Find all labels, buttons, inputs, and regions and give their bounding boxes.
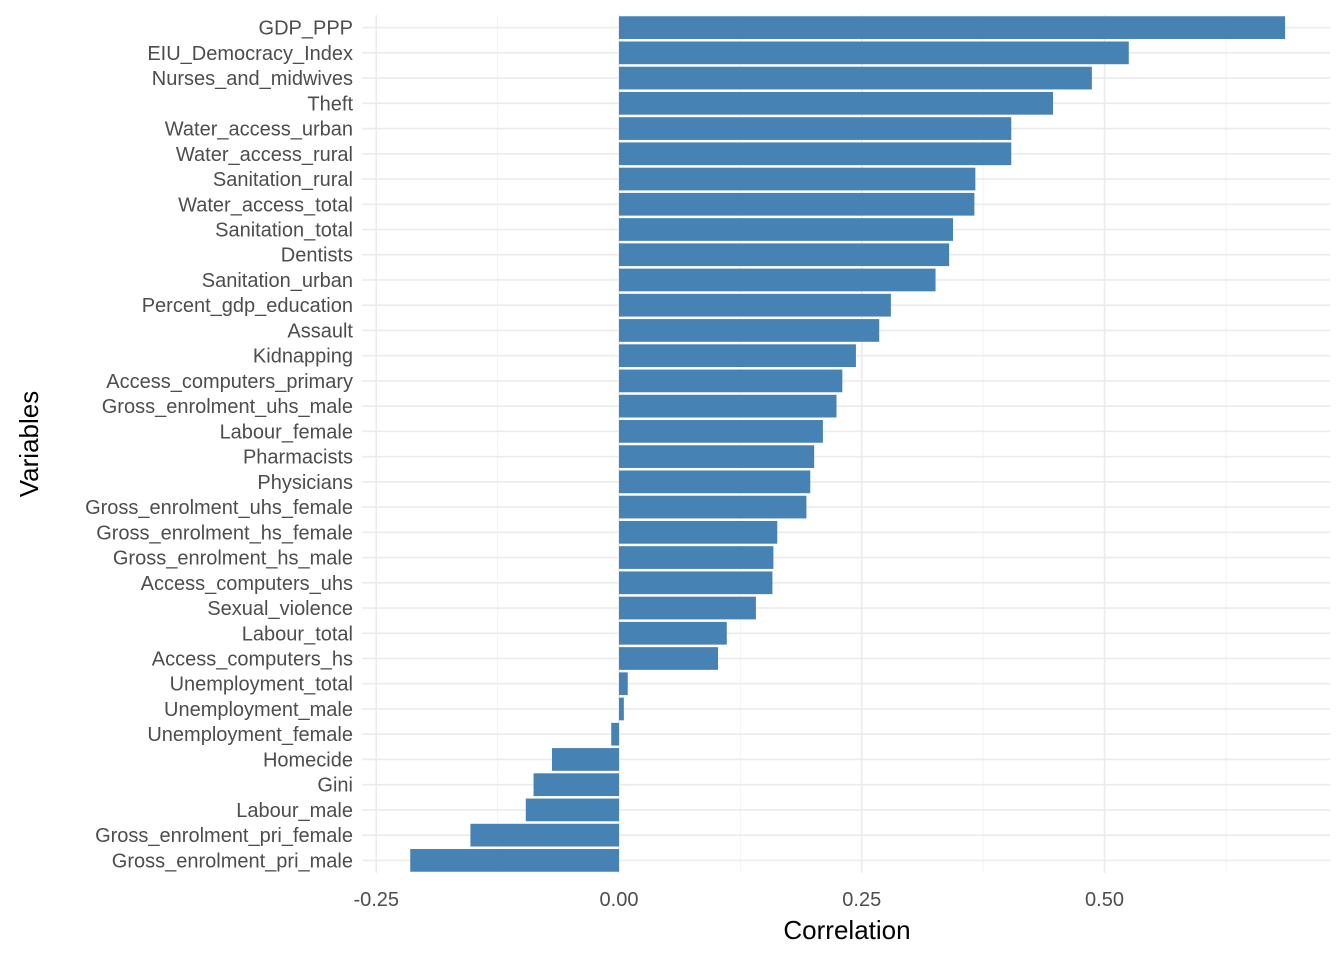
bar	[619, 445, 815, 468]
bar	[619, 293, 891, 317]
y-tick-label: Nurses_and_midwives	[152, 68, 353, 90]
bar	[533, 773, 619, 797]
bar	[619, 394, 837, 418]
bar	[619, 142, 1012, 166]
y-tick-label: Gross_enrolment_uhs_male	[102, 396, 353, 418]
bar	[619, 369, 843, 393]
y-tick-label: Pharmacists	[243, 447, 353, 469]
bar	[619, 117, 1012, 140]
y-tick-label: Gross_enrolment_pri_male	[112, 850, 353, 872]
bars	[410, 16, 1286, 872]
x-axis-title: Correlation	[783, 915, 910, 945]
y-tick-label: Sanitation_rural	[213, 169, 353, 191]
bar	[619, 672, 628, 696]
y-tick-label: Water_access_urban	[165, 119, 353, 141]
y-tick-label: Gross_enrolment_hs_male	[113, 548, 353, 570]
y-tick-label: Sexual_violence	[207, 598, 353, 620]
bar	[619, 66, 1092, 90]
x-tick-label: 0.25	[842, 889, 881, 911]
bar	[611, 722, 619, 746]
bar	[619, 218, 954, 241]
y-tick-label: Unemployment_female	[147, 724, 353, 746]
y-tick-label: Labour_female	[220, 421, 353, 443]
y-tick-label: Theft	[307, 93, 353, 115]
y-tick-label: Dentists	[281, 245, 353, 267]
y-tick-label: Labour_male	[236, 800, 353, 822]
bar	[619, 470, 811, 494]
bar	[619, 91, 1054, 115]
bar	[619, 344, 856, 368]
x-tick-label: 0.50	[1085, 889, 1124, 911]
bar	[470, 823, 619, 847]
y-tick-label: EIU_Democracy_Index	[147, 43, 353, 65]
y-tick-labels: GDP_PPP EIU_Democracy_Index Nurses_and_mid…	[85, 18, 353, 873]
y-tick-label: Access_computers_uhs	[141, 573, 353, 595]
bar	[619, 520, 778, 544]
bar	[619, 192, 975, 216]
y-tick-label: Water_access_rural	[176, 144, 353, 166]
y-tick-label: Access_computers_primary	[106, 371, 353, 393]
bar	[619, 420, 823, 443]
bar	[619, 41, 1129, 65]
y-tick-label: Physicians	[257, 472, 353, 494]
bar	[552, 748, 619, 771]
bar	[410, 849, 619, 872]
x-tick-label: -0.25	[353, 889, 399, 911]
bar	[619, 268, 936, 292]
y-tick-label: Unemployment_total	[170, 674, 353, 696]
bar	[619, 167, 976, 191]
bar	[619, 546, 774, 569]
y-tick-label: Gross_enrolment_pri_female	[95, 825, 353, 847]
y-tick-label: Homecide	[263, 749, 353, 771]
y-tick-label: Kidnapping	[253, 346, 353, 368]
bar	[619, 647, 719, 670]
bar	[619, 596, 756, 620]
y-axis-title: Variables	[14, 391, 44, 497]
x-tick-label: 0.00	[600, 889, 639, 911]
y-tick-label: GDP_PPP	[259, 18, 353, 40]
y-tick-label: Labour_total	[242, 623, 353, 645]
bar	[619, 319, 880, 342]
x-tick-labels: -0.25 0.00 0.25 0.50	[353, 889, 1124, 911]
bar	[619, 571, 773, 595]
bar	[619, 16, 1286, 39]
y-tick-label: Percent_gdp_education	[142, 295, 353, 317]
y-tick-label: Access_computers_hs	[152, 649, 353, 671]
bar	[619, 243, 950, 267]
bar	[619, 621, 727, 645]
y-tick-label: Gross_enrolment_hs_female	[96, 522, 353, 544]
y-tick-label: Gross_enrolment_uhs_female	[85, 497, 353, 519]
y-tick-label: Gini	[317, 775, 353, 797]
bar	[619, 697, 624, 721]
bar	[525, 798, 619, 822]
y-tick-label: Water_access_total	[178, 194, 353, 216]
y-tick-label: Unemployment_male	[164, 699, 353, 721]
bar	[619, 495, 807, 519]
y-tick-label: Sanitation_urban	[202, 270, 353, 292]
y-tick-label: Assault	[287, 320, 353, 342]
y-tick-label: Sanitation_total	[215, 220, 353, 242]
